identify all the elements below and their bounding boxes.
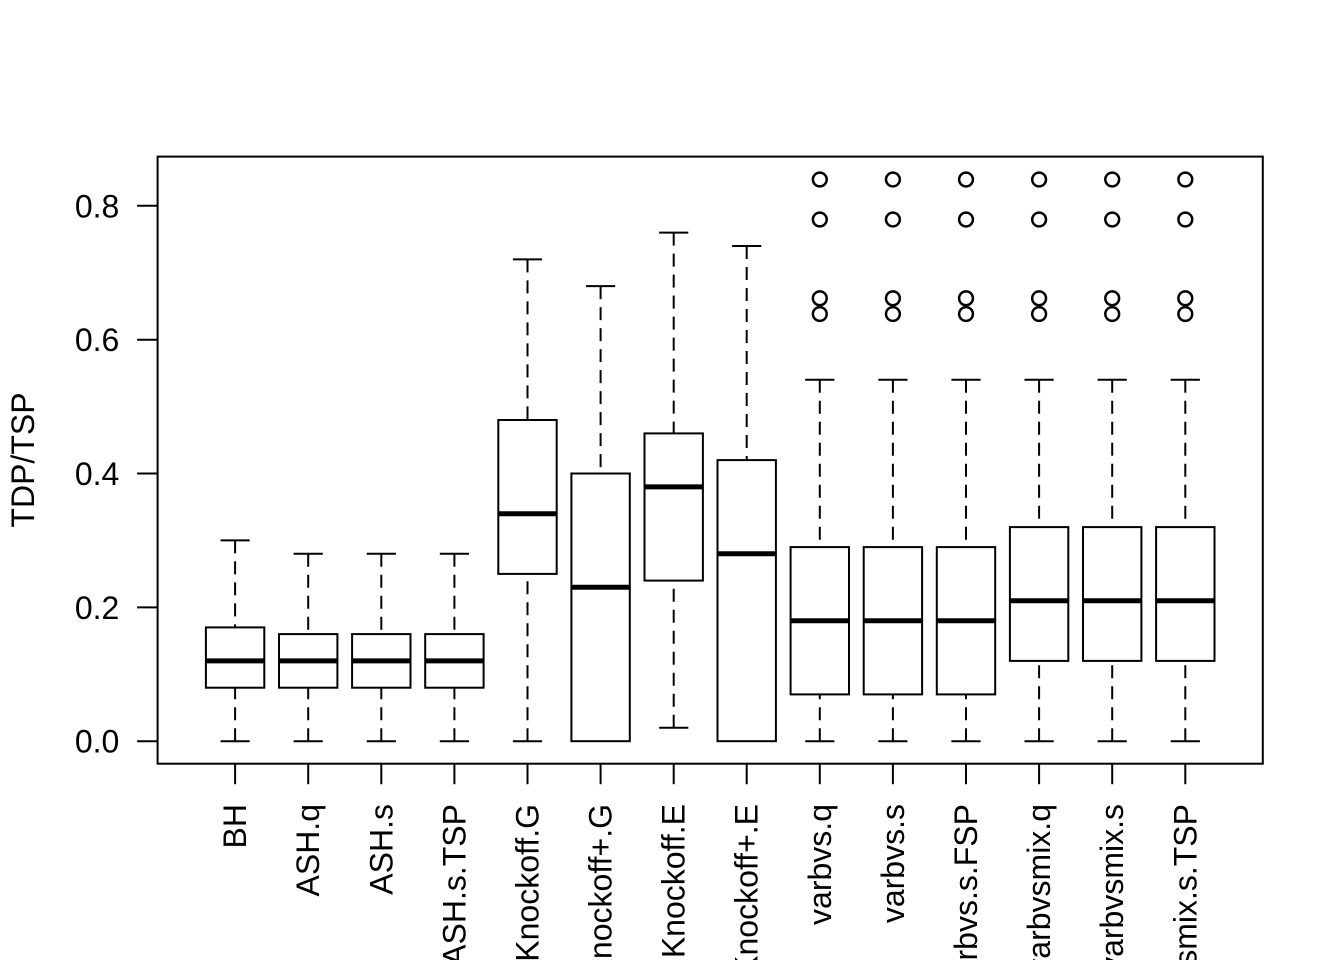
svg-text:Knockoff.G: Knockoff.G — [510, 804, 546, 960]
svg-text:varbvs.q: varbvs.q — [802, 804, 838, 925]
svg-text:varbvsmix.s.TSP: varbvsmix.s.TSP — [1167, 804, 1203, 960]
svg-text:0.0: 0.0 — [75, 724, 119, 760]
svg-text:Knockoff+.E: Knockoff+.E — [729, 804, 765, 960]
svg-text:ASH.s: ASH.s — [363, 804, 399, 895]
svg-text:varbvsmix.q: varbvsmix.q — [1021, 804, 1057, 960]
svg-text:Knockoff+.G: Knockoff+.G — [583, 804, 619, 960]
svg-text:ASH.s.TSP: ASH.s.TSP — [436, 804, 472, 960]
svg-text:varbvs.s.FSP: varbvs.s.FSP — [948, 804, 984, 960]
svg-text:BH: BH — [217, 804, 253, 848]
svg-text:ASH.q: ASH.q — [290, 804, 326, 896]
svg-text:TDP/TSP: TDP/TSP — [5, 392, 41, 527]
svg-text:0.4: 0.4 — [75, 456, 119, 492]
svg-text:0.6: 0.6 — [75, 322, 119, 358]
svg-text:0.8: 0.8 — [75, 188, 119, 224]
svg-text:varbvs.s: varbvs.s — [875, 804, 911, 923]
svg-text:0.2: 0.2 — [75, 590, 119, 626]
svg-text:Knockoff.E: Knockoff.E — [656, 804, 692, 958]
svg-text:varbvsmix.s: varbvsmix.s — [1094, 804, 1130, 960]
